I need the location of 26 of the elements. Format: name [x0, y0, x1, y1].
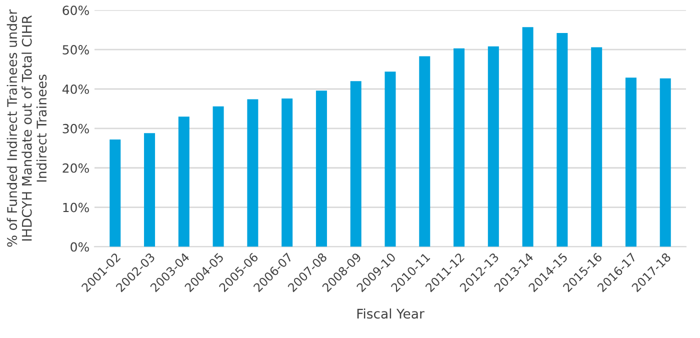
bar [110, 139, 121, 247]
y-tick-label: 30% [62, 124, 89, 134]
bar [316, 90, 327, 247]
bar [247, 99, 258, 247]
bar [282, 98, 293, 247]
x-axis-title: Fiscal Year [357, 308, 424, 319]
bar [212, 106, 224, 247]
y-tick-label: 20% [62, 163, 89, 173]
bar [488, 46, 499, 247]
bar [178, 116, 190, 247]
bar [625, 78, 636, 247]
y-tick-label: 50% [62, 45, 89, 54]
bar [591, 47, 602, 247]
y-tick-label: 60% [62, 6, 89, 16]
y-tick-label: 0% [70, 242, 89, 252]
bar [556, 33, 568, 247]
bar [419, 56, 430, 247]
bar [384, 72, 396, 247]
y-axis-title: % of Funded Indirect Trainees under IHDCYH Mandate out of Total CIHR Indirect Trainees [6, 9, 47, 247]
bar [454, 48, 465, 247]
y-tick-label: 40% [62, 84, 89, 94]
y-tick-label: 10% [63, 202, 89, 212]
bar [660, 78, 671, 247]
bar [350, 81, 362, 247]
bar [144, 133, 156, 247]
bar [522, 27, 534, 247]
